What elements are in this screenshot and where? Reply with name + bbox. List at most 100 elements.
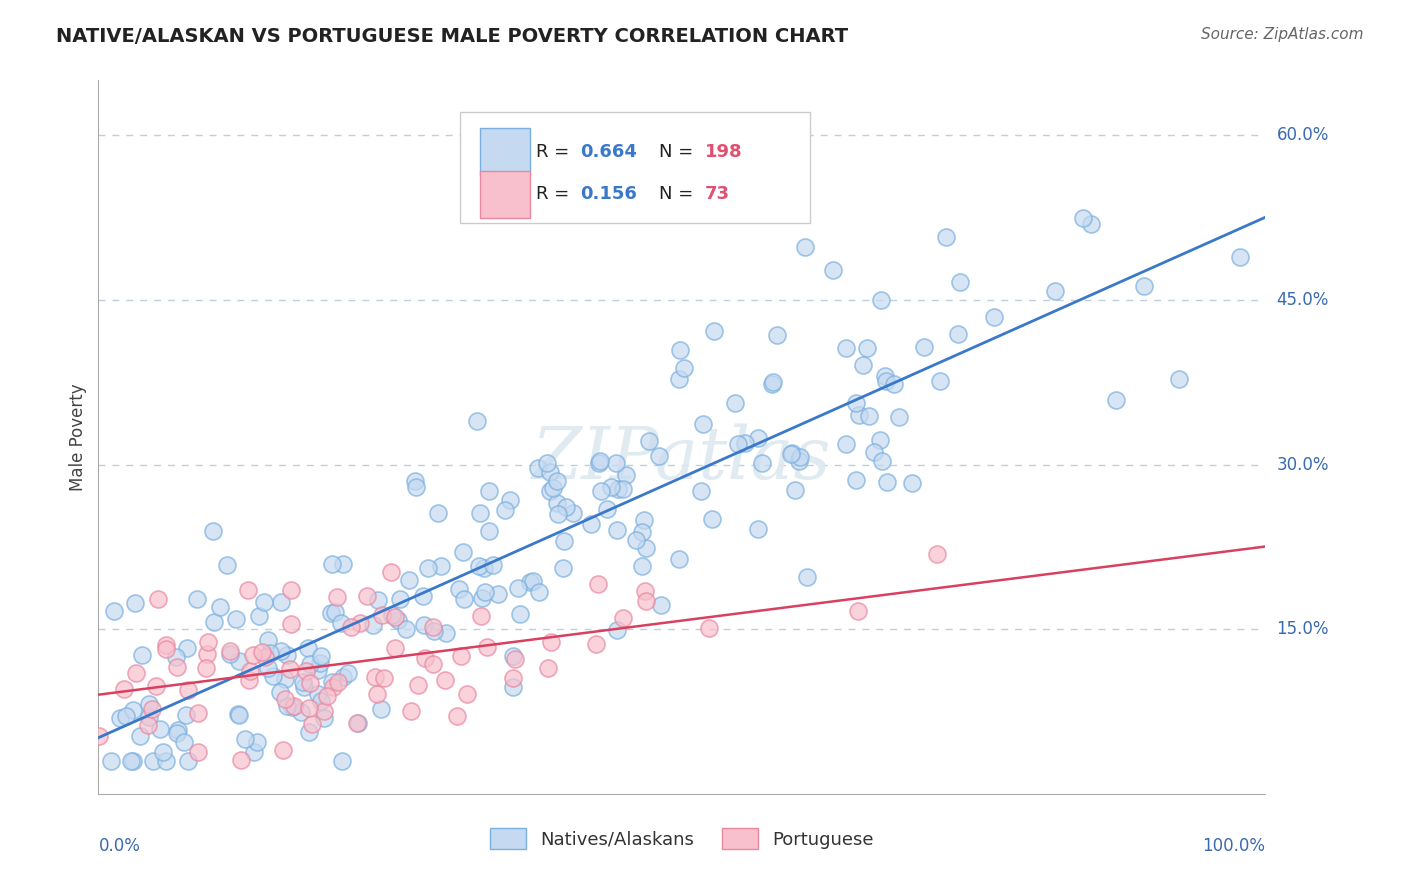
Point: [253, 595, 276, 609]
Text: 45.0%: 45.0%: [1277, 291, 1329, 309]
Point: [650, 598, 672, 612]
Point: [612, 482, 634, 496]
Point: [935, 229, 957, 244]
Point: [225, 612, 247, 626]
Point: [948, 275, 970, 289]
Point: [835, 342, 858, 356]
Point: [215, 558, 238, 573]
Point: [404, 474, 426, 488]
Point: [125, 665, 148, 680]
Point: [509, 607, 531, 621]
FancyBboxPatch shape: [460, 112, 810, 223]
Point: [475, 640, 498, 654]
Point: [848, 604, 870, 618]
Point: [503, 652, 526, 666]
Point: [242, 648, 264, 663]
Point: [373, 671, 395, 685]
Point: [323, 605, 346, 619]
Point: [734, 435, 756, 450]
Point: [246, 735, 269, 749]
Point: [668, 551, 690, 566]
Point: [128, 730, 150, 744]
Point: [727, 437, 749, 451]
Point: [340, 620, 363, 634]
Point: [412, 617, 434, 632]
Point: [349, 615, 371, 630]
Point: [789, 450, 811, 465]
FancyBboxPatch shape: [479, 128, 530, 175]
Point: [852, 359, 875, 373]
Point: [308, 656, 330, 670]
Point: [202, 615, 225, 630]
Point: [634, 584, 657, 599]
Point: [384, 610, 406, 624]
Point: [697, 621, 720, 635]
Point: [468, 559, 491, 574]
Point: [321, 675, 343, 690]
Point: [398, 573, 420, 587]
Point: [765, 328, 787, 343]
Point: [276, 699, 298, 714]
Y-axis label: Male Poverty: Male Poverty: [69, 384, 87, 491]
Point: [120, 754, 142, 768]
Point: [329, 615, 352, 630]
Point: [747, 431, 769, 445]
Point: [112, 682, 135, 697]
Point: [367, 592, 389, 607]
Point: [456, 687, 478, 701]
Point: [141, 701, 163, 715]
Point: [585, 637, 607, 651]
Point: [314, 711, 336, 725]
Point: [148, 592, 170, 607]
Point: [326, 590, 349, 604]
Point: [280, 583, 302, 598]
Point: [631, 524, 654, 539]
Point: [416, 561, 439, 575]
Point: [672, 360, 695, 375]
Point: [87, 729, 110, 743]
Point: [173, 735, 195, 749]
Point: [605, 456, 627, 470]
Point: [862, 445, 884, 459]
Point: [562, 506, 585, 520]
Point: [546, 474, 568, 488]
Point: [430, 559, 453, 574]
Point: [470, 608, 492, 623]
Point: [412, 589, 434, 603]
Point: [538, 484, 561, 499]
Point: [900, 476, 922, 491]
Point: [336, 666, 359, 681]
Point: [848, 408, 870, 422]
Point: [138, 698, 160, 712]
Point: [155, 638, 177, 652]
Point: [389, 591, 412, 606]
Text: R =: R =: [536, 143, 575, 161]
Point: [470, 507, 492, 521]
Text: 0.156: 0.156: [581, 186, 637, 203]
Point: [596, 501, 619, 516]
Point: [332, 669, 354, 683]
Point: [636, 541, 658, 556]
Point: [252, 645, 274, 659]
Point: [883, 377, 905, 392]
Point: [371, 608, 394, 623]
Point: [253, 650, 276, 665]
Text: R =: R =: [536, 186, 575, 203]
Point: [347, 716, 370, 731]
Point: [384, 641, 406, 656]
Point: [538, 465, 561, 479]
Point: [1167, 372, 1189, 386]
Point: [295, 664, 318, 678]
Point: [591, 483, 613, 498]
Point: [370, 702, 392, 716]
Point: [1043, 284, 1066, 298]
Point: [406, 678, 429, 692]
Point: [259, 646, 281, 660]
Point: [121, 754, 143, 768]
Point: [474, 584, 496, 599]
Point: [624, 533, 647, 548]
Point: [166, 725, 188, 739]
Point: [165, 650, 187, 665]
Point: [308, 663, 330, 677]
Point: [823, 263, 845, 277]
